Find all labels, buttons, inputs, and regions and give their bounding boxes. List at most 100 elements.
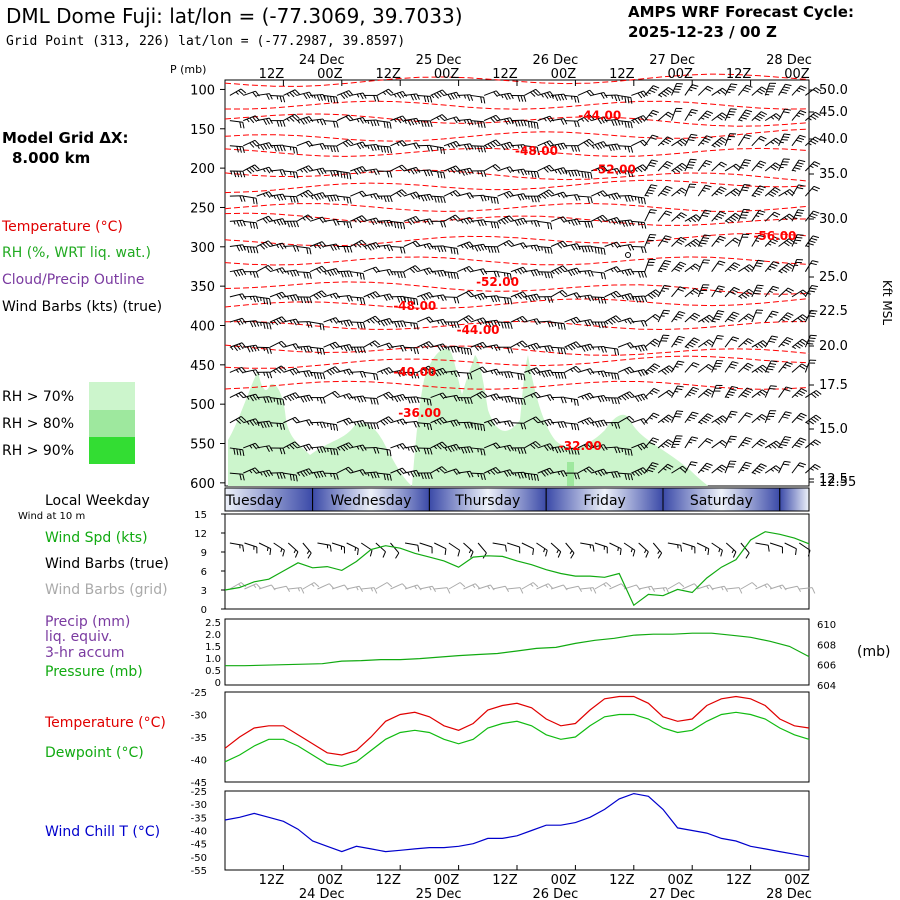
wind-barb	[470, 472, 486, 481]
wind-barb	[778, 336, 794, 348]
barb-staff	[457, 216, 470, 222]
barb-staff	[470, 447, 484, 450]
barb-flag	[262, 218, 268, 224]
barb-staff	[484, 220, 498, 223]
barb-staff	[497, 395, 511, 399]
wind-barb	[256, 142, 274, 151]
barb-flag	[747, 338, 754, 343]
barb-half-flag	[423, 423, 426, 428]
barb-flag	[335, 424, 339, 431]
wind-barb	[483, 442, 501, 450]
barb-staff	[657, 161, 668, 172]
barb-half-flag	[310, 195, 314, 200]
barb-staff	[537, 394, 551, 399]
wind-barb-grid	[419, 585, 437, 593]
wind-barb	[550, 167, 568, 175]
wind-barb	[283, 343, 300, 350]
barb-flag	[437, 171, 440, 178]
wind-barb	[269, 472, 286, 479]
barb-flag	[276, 194, 281, 201]
barb-flag	[289, 116, 295, 122]
wind-barb-grid	[653, 587, 670, 594]
barb-staff	[483, 164, 496, 172]
barb-flag	[677, 313, 684, 317]
barb-staff	[350, 296, 364, 299]
wind-barb	[443, 165, 461, 174]
barb-staff	[497, 444, 511, 449]
barb-staff	[323, 243, 337, 248]
barb-staff	[791, 134, 801, 147]
barb-staff	[470, 120, 484, 123]
barb-flag	[492, 443, 498, 450]
barb-flag	[811, 188, 818, 192]
barb-flag	[420, 120, 424, 127]
barb-flag	[450, 272, 453, 279]
barb-staff	[323, 194, 337, 197]
wind-barb	[791, 314, 808, 323]
wind-barb-grid	[799, 587, 816, 594]
barb-flag	[728, 391, 735, 394]
barb-half-flag	[410, 347, 413, 352]
barb-staff	[390, 90, 403, 96]
barb-half-flag	[311, 583, 315, 587]
barb-flag	[349, 197, 352, 204]
barb-flag	[676, 166, 683, 171]
barb-staff	[711, 335, 718, 348]
barb-staff	[537, 164, 550, 172]
bottom-date-label: 27 Dec	[649, 887, 695, 900]
barb-half-flag	[270, 321, 274, 325]
barb-flag	[812, 113, 819, 118]
barb-flag	[456, 248, 459, 255]
wind-barb	[457, 446, 474, 454]
wind-barb	[310, 167, 327, 176]
barb-flag	[809, 337, 816, 340]
weekday-label: Friday	[583, 493, 625, 509]
wind-barb	[510, 94, 527, 102]
barb-flag	[540, 193, 547, 199]
barb-flag	[743, 292, 750, 297]
barb-flag	[479, 318, 485, 325]
barb-staff	[524, 145, 538, 148]
wind-barb	[403, 191, 421, 200]
barb-flag	[359, 117, 364, 124]
barb-flag	[519, 587, 524, 594]
barb-flag	[689, 463, 697, 467]
barb-flag	[773, 466, 779, 472]
barb-half-flag	[676, 191, 681, 195]
barb-staff	[377, 472, 391, 475]
barb-flag	[610, 318, 616, 324]
barb-flag	[600, 371, 605, 378]
barb-flag	[621, 395, 627, 401]
barb-flag	[282, 472, 286, 479]
barb-flag	[333, 121, 336, 128]
barb-flag	[401, 140, 407, 146]
wind-barb	[310, 192, 327, 201]
wind-barb	[577, 270, 594, 277]
barb-flag	[702, 114, 709, 119]
barb-flag	[373, 472, 377, 479]
barb-flag	[550, 345, 554, 352]
barb-flag	[343, 271, 347, 278]
barb-half-flag	[688, 114, 693, 117]
barb-staff	[778, 337, 788, 348]
barb-half-flag	[805, 245, 810, 248]
barb-half-flag	[423, 398, 426, 403]
barb-staff	[497, 190, 510, 197]
wind-barb	[657, 334, 670, 348]
barb-flag	[359, 396, 364, 403]
barb-half-flag	[280, 548, 283, 553]
barb-half-flag	[289, 146, 292, 151]
barb-half-flag	[768, 445, 772, 449]
barb-half-flag	[810, 468, 814, 471]
barb-flag	[319, 446, 324, 453]
barb-half-flag	[327, 145, 329, 150]
barb-flag	[469, 373, 473, 380]
barb-flag	[735, 188, 742, 193]
wind-barb	[564, 120, 580, 128]
legend-rh90: RH > 90%	[2, 443, 74, 459]
barb-flag	[573, 194, 578, 201]
barb-flag	[784, 339, 792, 343]
wind-barb	[243, 164, 260, 174]
wind-barb	[310, 118, 327, 126]
barb-half-flag	[807, 292, 811, 295]
